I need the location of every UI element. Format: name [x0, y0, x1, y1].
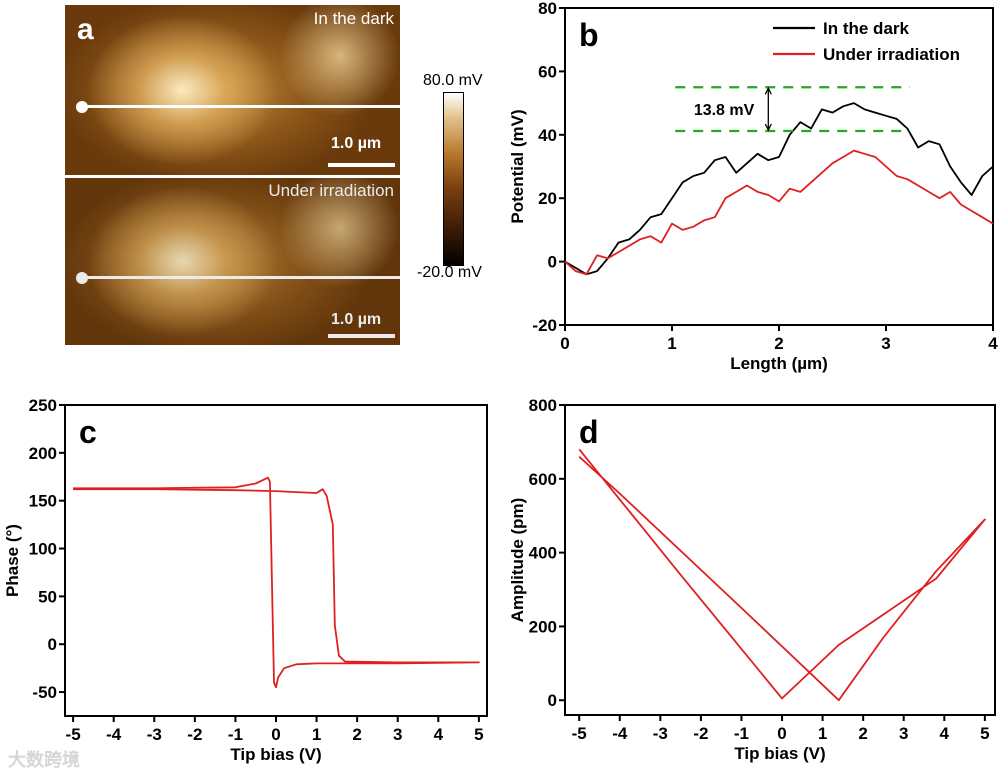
x-tick-label: -3	[653, 724, 668, 743]
y-tick-label: 600	[529, 470, 557, 489]
y-tick-label: 400	[529, 544, 557, 563]
chart-panel-d: -5 -4 -3 -2 -1 0 1 2 3 4 5 0 200 400 600 800 Tip bias (V…	[508, 396, 996, 763]
x-tick-label: 0	[271, 725, 280, 744]
x-tick-label: -2	[187, 725, 202, 744]
panel-label-b: b	[579, 17, 599, 53]
y-tick-label: 40	[538, 126, 557, 145]
scale-bar-label: 1.0 µm	[331, 311, 382, 328]
colorbar-min-label: -20.0 mV	[417, 264, 482, 281]
y-tick-label: 100	[29, 540, 57, 559]
y-tick-label: -20	[532, 316, 557, 335]
series-line-phase-loop	[73, 476, 480, 689]
y-tick-label: -50	[32, 683, 57, 702]
y-tick-label: 150	[29, 492, 57, 511]
y-tick-label: 60	[538, 62, 557, 81]
annotation-label: 13.8 mV	[694, 102, 755, 119]
plot-frame	[564, 404, 996, 716]
y-tick-label: 250	[29, 396, 57, 415]
y-tick-label: 800	[529, 396, 557, 415]
x-tick-label: -5	[66, 725, 81, 744]
x-tick-label: -4	[106, 725, 122, 744]
y-axis-label: Amplitude (pm)	[508, 498, 527, 623]
profile-line	[82, 105, 400, 108]
x-tick-label: 2	[352, 725, 361, 744]
scale-bar	[328, 163, 395, 167]
y-tick-label: 0	[48, 635, 57, 654]
y-axis-label: Phase (°)	[3, 524, 22, 597]
panel-label-d: d	[579, 414, 599, 450]
x-tick-label: 5	[474, 725, 483, 744]
profile-line	[82, 276, 400, 279]
chart-panel-c: -5 -4 -3 -2 -1 0 1 2 3 4 5 -50 0 50 100 150 200 250 Tip bi…	[3, 396, 488, 764]
y-tick-label: 80	[538, 0, 557, 18]
x-tick-label: 2	[858, 724, 867, 743]
y-tick-label: 50	[38, 587, 57, 606]
x-tick-label: 2	[774, 334, 783, 353]
x-tick-label: -4	[612, 724, 628, 743]
x-tick-label: 4	[940, 724, 950, 743]
x-tick-label: -1	[228, 725, 243, 744]
y-tick-label: 0	[548, 253, 557, 272]
y-tick-label: 0	[548, 691, 557, 710]
y-tick-label: 200	[29, 444, 57, 463]
series-line-amplitude-loop	[578, 448, 986, 702]
x-tick-label: 3	[899, 724, 908, 743]
y-tick-label: 200	[529, 617, 557, 636]
x-tick-label: 1	[667, 334, 676, 353]
x-tick-label: 4	[988, 334, 998, 353]
colorbar-max-label: 80.0 mV	[423, 72, 483, 89]
image-label-dark: In the dark	[313, 9, 394, 28]
y-tick-label: 20	[538, 189, 557, 208]
x-axis-label: Tip bias (V)	[230, 745, 321, 764]
afm-image-irradiation: Under irradiation 1.0 µm	[65, 178, 400, 345]
x-axis-label: Length (µm)	[730, 354, 828, 373]
series-line-under-irradiation	[564, 149, 994, 276]
x-tick-label: -2	[693, 724, 708, 743]
y-axis-label: Potential (mV)	[508, 109, 527, 223]
legend-label: Under irradiation	[823, 45, 960, 64]
x-tick-label: 3	[393, 725, 402, 744]
legend-label: In the dark	[823, 19, 910, 38]
x-tick-label: 0	[777, 724, 786, 743]
panel-label-c: c	[79, 414, 97, 450]
x-tick-label: 1	[818, 724, 827, 743]
colorbar	[443, 92, 464, 266]
x-tick-label: 0	[560, 334, 569, 353]
image-label-irradiation: Under irradiation	[268, 181, 394, 200]
watermark: 大数跨境	[8, 750, 80, 770]
x-axis-label: Tip bias (V)	[734, 744, 825, 763]
x-tick-label: 3	[881, 334, 890, 353]
panel-label-a: a	[77, 13, 94, 46]
x-tick-label: -5	[572, 724, 587, 743]
x-tick-label: 5	[980, 724, 989, 743]
x-tick-label: -3	[147, 725, 162, 744]
series-line-in-the-dark	[564, 102, 994, 276]
plot-frame	[64, 404, 488, 717]
x-tick-label: -1	[734, 724, 749, 743]
x-tick-label: 4	[434, 725, 444, 744]
scale-bar-label: 1.0 µm	[331, 135, 382, 152]
x-tick-label: 1	[312, 725, 321, 744]
scale-bar	[328, 334, 395, 338]
annotation-arrowheads	[764, 86, 772, 132]
afm-image-dark: a In the dark 1.0 µm	[65, 5, 400, 175]
